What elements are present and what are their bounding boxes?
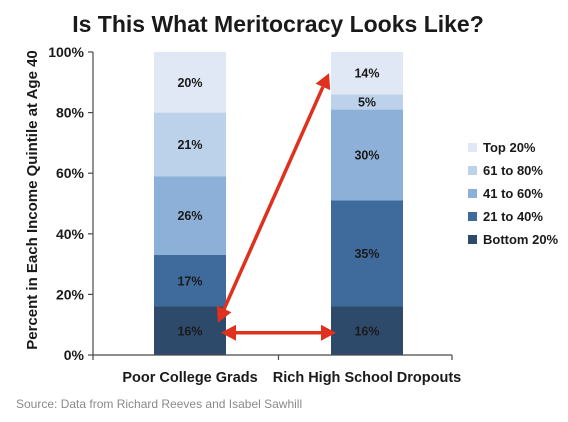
legend-entry-41-to-60: 41 to 60%: [483, 186, 543, 201]
bar-poor-college-grads-21-to-40: [154, 255, 226, 307]
legend-entry-bottom-20: Bottom 20%: [483, 232, 559, 247]
y-tick-label: 40%: [56, 226, 85, 242]
legend-entry-21-to-40: 21 to 40%: [483, 209, 543, 224]
bar-rich-high-school-dropouts-21-to-40: [331, 200, 403, 307]
legend-entry-61-to-80: 61 to 80%: [483, 163, 543, 178]
x-tick-label: Poor College Grads: [122, 370, 257, 386]
bar-poor-college-grads-bottom-20: [154, 306, 226, 355]
arrow-head: [321, 324, 336, 341]
annotation-arrow: [222, 86, 325, 310]
arrow-head: [315, 73, 331, 91]
bar-rich-high-school-dropouts-bottom-20: [331, 306, 403, 355]
legend-swatch-top-20: [468, 143, 477, 152]
bar-rich-high-school-dropouts-top-20: [331, 52, 403, 95]
x-tick-label: Rich High School Dropouts: [273, 370, 462, 386]
bar-poor-college-grads-top-20: [154, 52, 226, 113]
data-label: 5%: [358, 95, 376, 109]
data-label: 14%: [354, 67, 379, 81]
bar-poor-college-grads-41-to-60: [154, 176, 226, 256]
chart-title: Is This What Meritocracy Looks Like?: [72, 11, 484, 37]
arrow-head: [216, 305, 232, 323]
legend-entry-top-20: Top 20%: [483, 140, 536, 155]
data-label: 16%: [177, 324, 202, 338]
data-label: 17%: [177, 274, 202, 288]
y-tick-label: 80%: [56, 105, 85, 121]
data-label: 35%: [354, 247, 379, 261]
legend-swatch-bottom-20: [468, 235, 477, 244]
legend-swatch-41-to-60: [468, 189, 477, 198]
bar-rich-high-school-dropouts-41-to-60: [331, 109, 403, 201]
source-note: Source: Data from Richard Reeves and Isa…: [16, 397, 303, 411]
legend: Top 20% 61 to 80% 41 to 60% 21 to 40% Bottom…: [468, 140, 559, 247]
plot-area: 16% 17% 26% 21% 20% Poor College Grads 16% 35% 3…: [48, 44, 461, 386]
arrow-head: [221, 324, 236, 341]
data-label: 16%: [354, 324, 379, 338]
data-label: 20%: [177, 76, 202, 90]
y-tick-label: 100%: [48, 44, 84, 60]
data-label: 21%: [177, 138, 202, 152]
legend-swatch-61-to-80: [468, 166, 477, 175]
bar-rich-high-school-dropouts-61-to-80: [331, 94, 403, 110]
legend-swatch-21-to-40: [468, 212, 477, 221]
y-tick-label: 20%: [56, 286, 85, 302]
y-axis-label: Percent in Each Income Quintile at Age 4…: [24, 50, 41, 350]
bar-poor-college-grads-61-to-80: [154, 112, 226, 177]
y-tick-label: 60%: [56, 165, 85, 181]
annotations: [216, 73, 336, 341]
data-label: 26%: [177, 209, 202, 223]
data-label: 30%: [354, 149, 379, 163]
y-tick-label: 0%: [64, 347, 85, 363]
